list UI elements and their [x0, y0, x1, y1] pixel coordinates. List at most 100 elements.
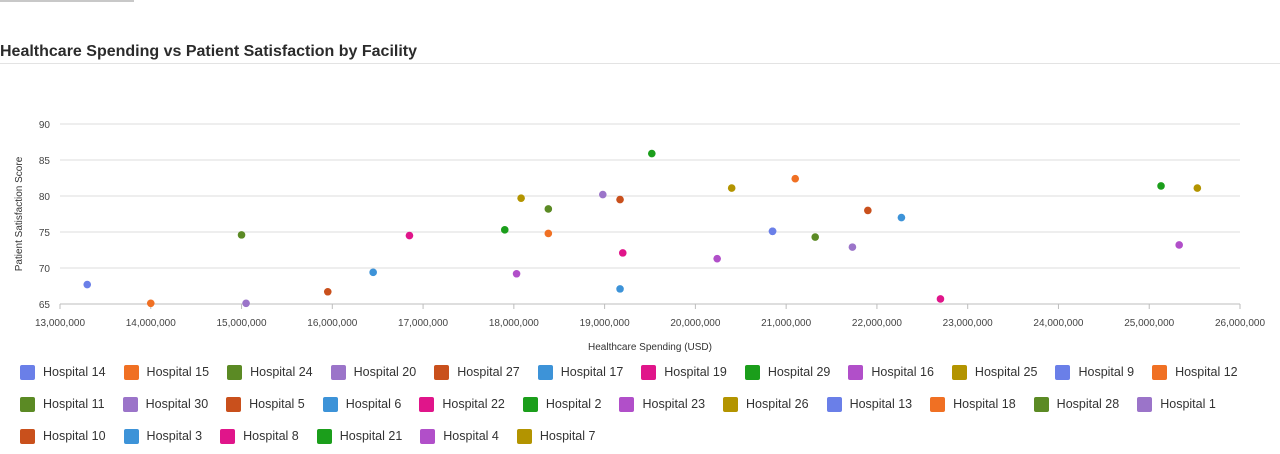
legend-item[interactable]: Hospital 12 — [1152, 362, 1238, 382]
legend-label: Hospital 22 — [442, 397, 505, 411]
legend-label: Hospital 28 — [1056, 397, 1120, 411]
legend-label: Hospital 24 — [250, 365, 313, 379]
legend-label: Hospital 1 — [1160, 397, 1216, 411]
data-point — [811, 233, 819, 241]
data-point — [242, 299, 250, 308]
data-point — [1157, 182, 1165, 190]
legend-item[interactable]: Hospital 23 — [619, 394, 705, 414]
legend-item[interactable]: Hospital 4 — [420, 426, 499, 446]
legend-swatch — [537, 364, 553, 380]
data-point — [768, 227, 777, 236]
data-point — [616, 195, 624, 204]
legend-swatch — [516, 428, 532, 444]
legend-item[interactable]: Hospital 3 — [123, 426, 202, 446]
legend-label: Hospital 20 — [353, 365, 417, 379]
data-point — [500, 226, 509, 234]
legend-item[interactable]: Hospital 21 — [316, 426, 402, 446]
legend-swatch — [220, 428, 236, 444]
legend-item[interactable]: Hospital 5 — [226, 394, 305, 414]
legend-swatch — [330, 364, 346, 380]
legend-swatch — [123, 364, 139, 380]
y-tick-label: 70 — [39, 264, 51, 275]
legend-label: Hospital 30 — [145, 397, 209, 411]
legend-label: Hospital 15 — [146, 365, 210, 379]
chart-title: Healthcare Spending vs Patient Satisfact… — [0, 43, 418, 60]
legend-swatch — [1055, 364, 1071, 380]
legend-item[interactable]: Hospital 29 — [744, 362, 830, 382]
legend-item[interactable]: Hospital 6 — [322, 394, 402, 414]
legend-label: Hospital 27 — [457, 365, 520, 379]
legend-swatch — [123, 428, 139, 444]
legend-label: Hospital 4 — [443, 429, 499, 443]
legend-item[interactable]: Hospital 8 — [220, 426, 299, 446]
legend-item[interactable]: Hospital 7 — [516, 426, 595, 446]
data-point — [618, 249, 627, 257]
legend-item[interactable]: Hospital 16 — [848, 362, 934, 382]
top-divider — [0, 0, 134, 2]
legend-swatch — [434, 364, 450, 380]
legend-label: Hospital 9 — [1078, 365, 1135, 379]
legend-label: Hospital 17 — [560, 365, 624, 379]
x-tick-label: 21,000,000 — [761, 318, 811, 329]
legend-item[interactable]: Hospital 11 — [20, 394, 105, 414]
y-tick-label: 65 — [39, 300, 51, 311]
legend-label: Hospital 18 — [953, 397, 1016, 411]
data-point — [544, 229, 553, 238]
legend-swatch — [826, 396, 842, 412]
data-point — [512, 269, 521, 278]
legend-item[interactable]: Hospital 30 — [122, 394, 209, 414]
x-tick-label: 15,000,000 — [217, 318, 267, 329]
legend-label: Hospital 13 — [849, 397, 913, 411]
legend-item[interactable]: Hospital 26 — [723, 394, 809, 414]
x-tick-label: 22,000,000 — [852, 318, 902, 329]
legend-item[interactable]: Hospital 20 — [330, 362, 417, 382]
legend-swatch — [322, 396, 338, 412]
legend-item[interactable]: Hospital 18 — [930, 394, 1016, 414]
x-tick-label: 13,000,000 — [35, 318, 85, 329]
legend-swatch — [744, 364, 760, 380]
x-axis-label: Healthcare Spending (USD) — [588, 342, 712, 353]
legend-swatch — [20, 396, 35, 412]
data-point — [83, 280, 92, 289]
legend-item[interactable]: Hospital 28 — [1033, 394, 1120, 414]
legend-swatch — [522, 396, 538, 412]
legend-label: Hospital 6 — [345, 397, 402, 411]
data-point — [727, 184, 736, 192]
data-point — [936, 295, 945, 303]
legend-label: Hospital 2 — [545, 397, 602, 411]
legend-item[interactable]: Hospital 14 — [20, 362, 106, 382]
legend-item[interactable]: Hospital 2 — [522, 394, 602, 414]
legend-item[interactable]: Hospital 22 — [419, 394, 505, 414]
legend-item[interactable]: Hospital 17 — [537, 362, 624, 382]
legend-item[interactable]: Hospital 24 — [227, 362, 313, 382]
x-tick-label: 14,000,000 — [126, 318, 176, 329]
legend-item[interactable]: Hospital 15 — [123, 362, 210, 382]
legend-item[interactable]: Hospital 13 — [826, 394, 913, 414]
legend-label: Hospital 10 — [43, 429, 106, 443]
legend-label: Hospital 26 — [746, 397, 809, 411]
data-point — [648, 149, 656, 158]
legend-item[interactable]: Hospital 19 — [641, 362, 727, 382]
legend-swatch — [20, 428, 35, 444]
legend-swatch — [1033, 396, 1049, 412]
legend-item[interactable]: Hospital 27 — [434, 362, 520, 382]
x-tick-label: 23,000,000 — [943, 318, 993, 329]
y-tick-label: 90 — [39, 120, 51, 131]
data-point — [864, 206, 872, 215]
y-tick-label: 80 — [39, 192, 51, 203]
legend-label: Hospital 14 — [43, 365, 106, 379]
x-tick-label: 24,000,000 — [1033, 318, 1083, 329]
legend-swatch — [641, 364, 657, 380]
legend-item[interactable]: Hospital 25 — [951, 362, 1037, 382]
legend-item[interactable]: Hospital 1 — [1137, 394, 1216, 414]
data-point — [1193, 184, 1202, 192]
legend-item[interactable]: Hospital 10 — [20, 426, 106, 446]
data-point — [1175, 241, 1183, 249]
data-point — [791, 174, 800, 183]
data-point — [616, 285, 624, 293]
data-point — [405, 231, 414, 240]
data-point — [369, 268, 377, 277]
legend-item[interactable]: Hospital 9 — [1055, 362, 1134, 382]
legend-label: Hospital 8 — [243, 429, 299, 443]
title-divider — [0, 63, 1280, 64]
